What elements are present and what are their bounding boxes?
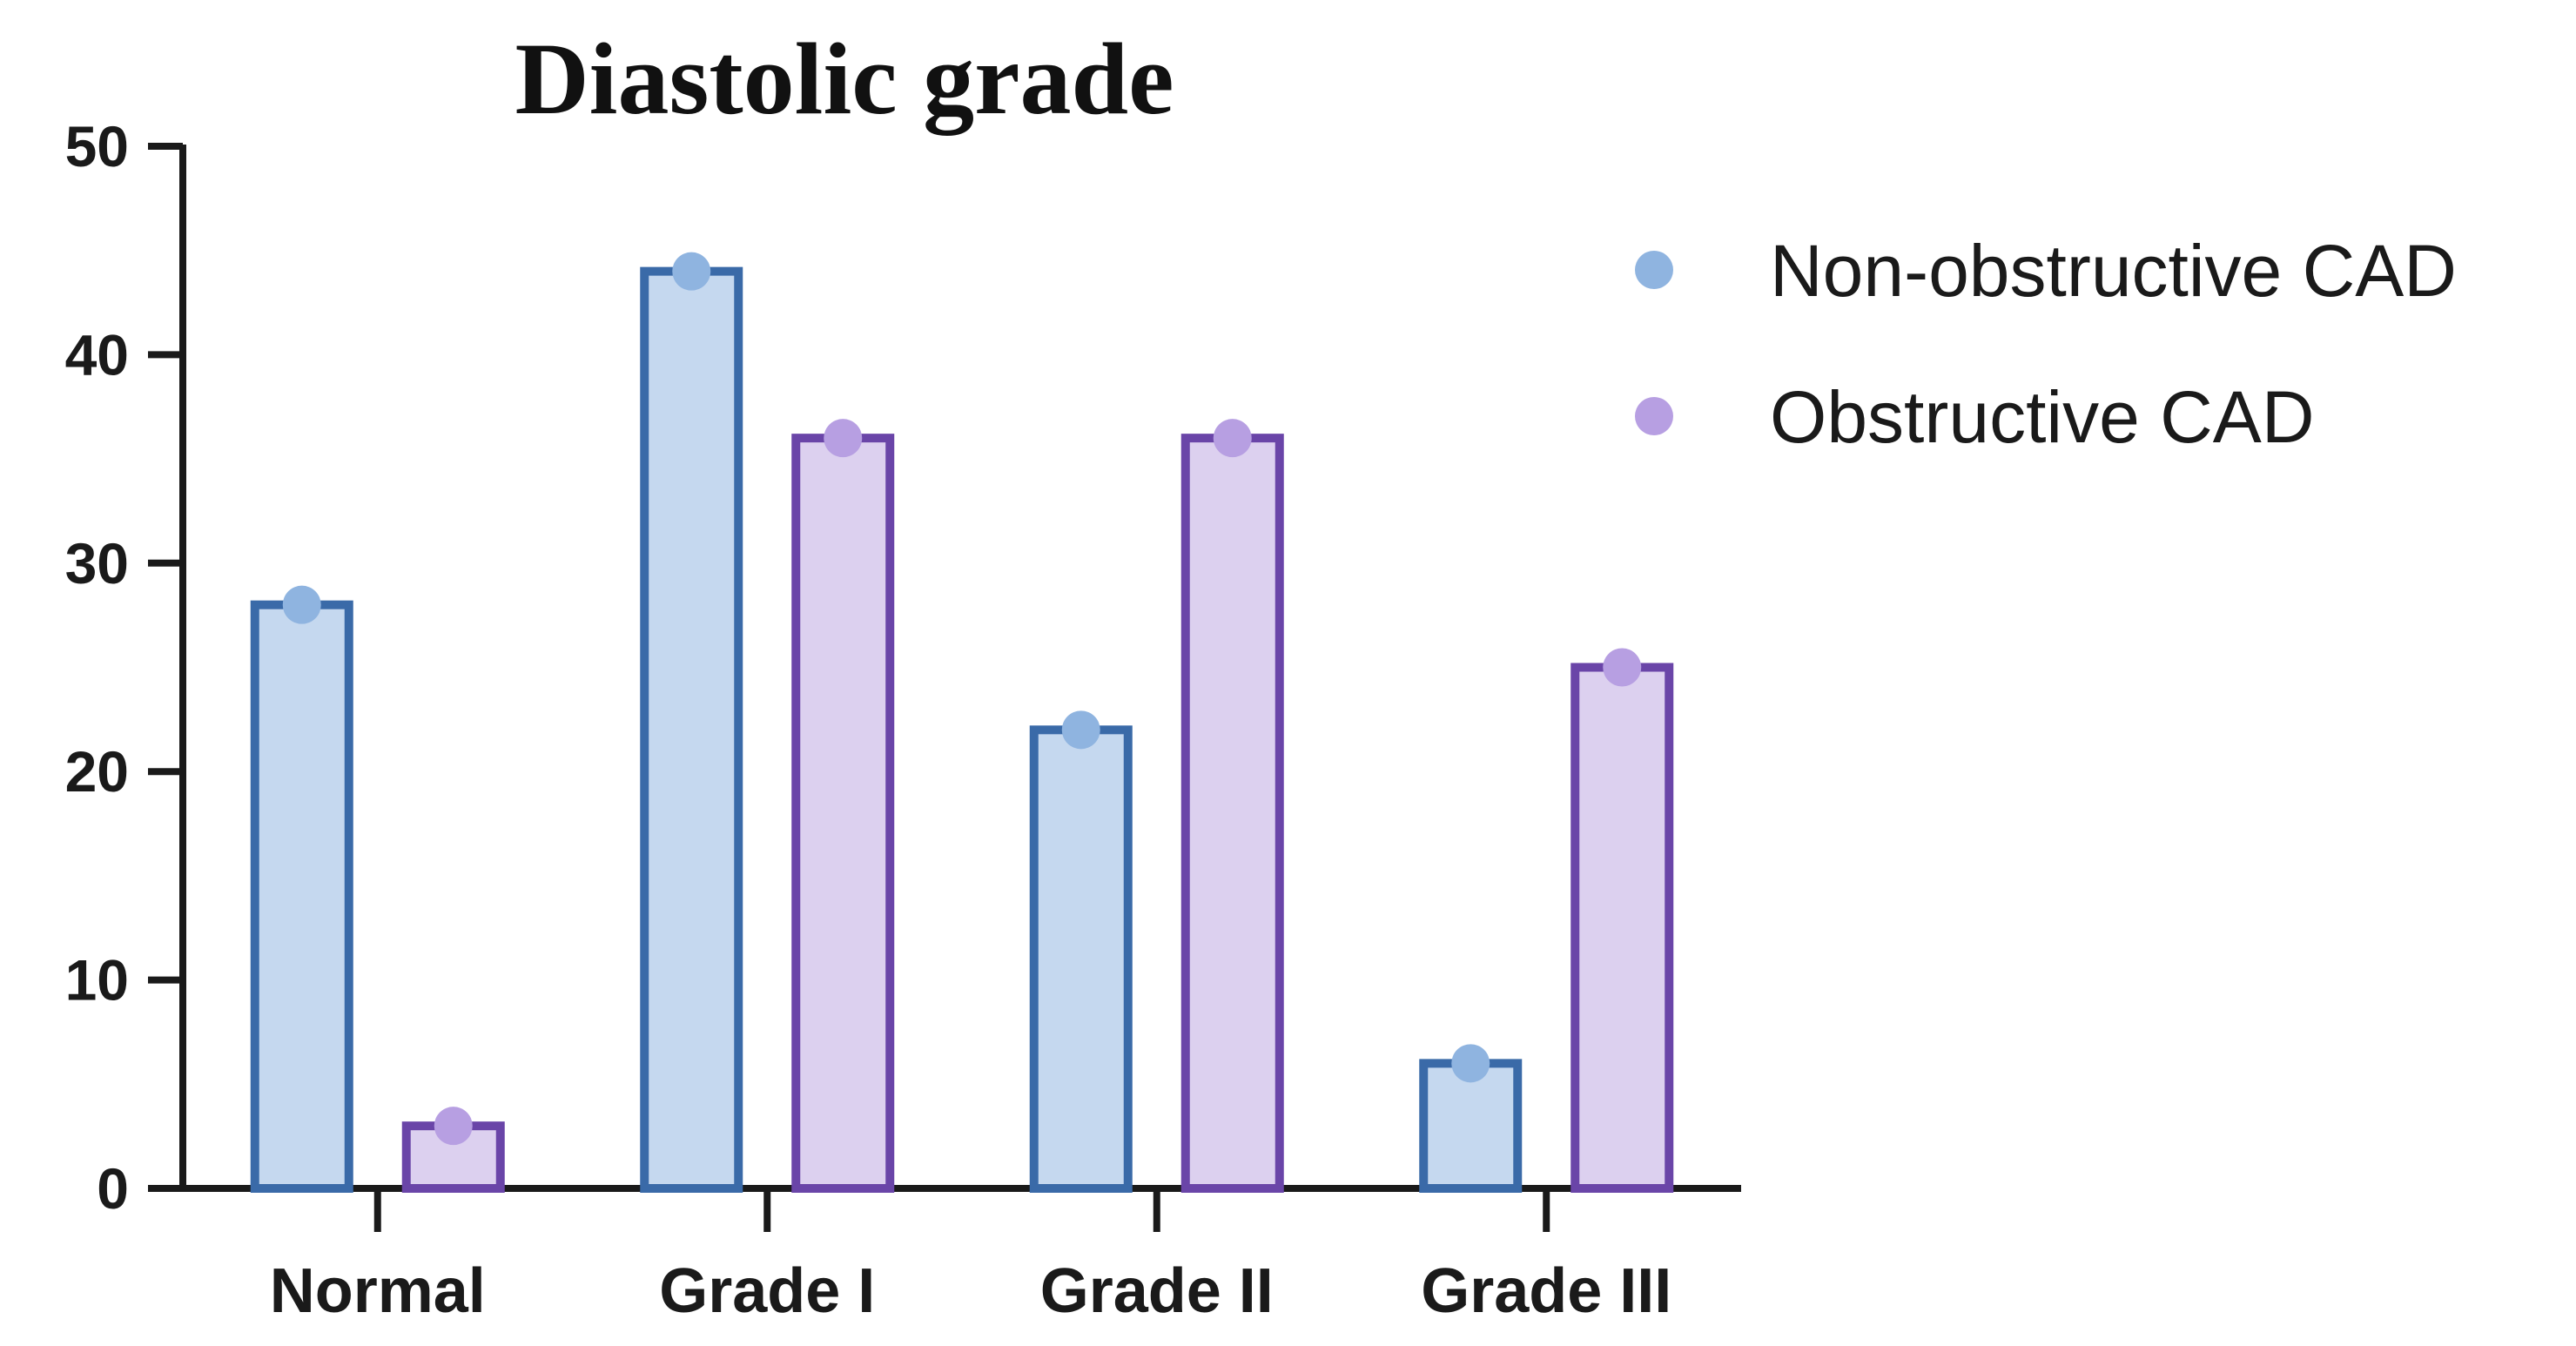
bar bbox=[1180, 434, 1284, 1194]
data-point bbox=[434, 1107, 473, 1146]
bar bbox=[1570, 663, 1674, 1193]
data-point bbox=[282, 585, 321, 624]
y-tick-label: 40 bbox=[65, 322, 129, 387]
x-tick-label: Normal bbox=[270, 1256, 486, 1326]
x-tick-label: Grade II bbox=[1040, 1256, 1274, 1326]
legend-label: Obstructive CAD bbox=[1770, 376, 2315, 458]
bar bbox=[1419, 1059, 1523, 1193]
y-tick-label: 20 bbox=[65, 739, 129, 804]
bar bbox=[250, 600, 353, 1193]
chart-title: Diastolic grade bbox=[515, 22, 1174, 136]
legend-label: Non-obstructive CAD bbox=[1770, 230, 2457, 312]
bars bbox=[250, 252, 1674, 1194]
bar bbox=[640, 266, 743, 1193]
data-point bbox=[672, 252, 711, 291]
legend-marker bbox=[1635, 397, 1673, 435]
y-tick-label: 0 bbox=[97, 1156, 129, 1221]
legend-marker bbox=[1635, 251, 1673, 289]
y-tick-label: 50 bbox=[65, 114, 129, 178]
x-tick-label: Grade III bbox=[1421, 1256, 1671, 1326]
bar bbox=[791, 434, 895, 1194]
y-tick-label: 30 bbox=[65, 531, 129, 596]
legend: Non-obstructive CAD Obstructive CAD bbox=[1635, 230, 2457, 458]
data-point bbox=[1451, 1044, 1490, 1083]
bar bbox=[1029, 725, 1133, 1193]
data-point bbox=[824, 419, 863, 458]
data-point bbox=[1061, 710, 1100, 750]
data-point bbox=[1603, 648, 1642, 687]
data-point bbox=[1213, 419, 1252, 458]
x-tick-label: Grade I bbox=[659, 1256, 875, 1326]
y-tick-label: 10 bbox=[65, 948, 129, 1013]
axes: 0 10 20 30 40 50 Normal Grade I Grade II Grade II… bbox=[65, 114, 1741, 1326]
